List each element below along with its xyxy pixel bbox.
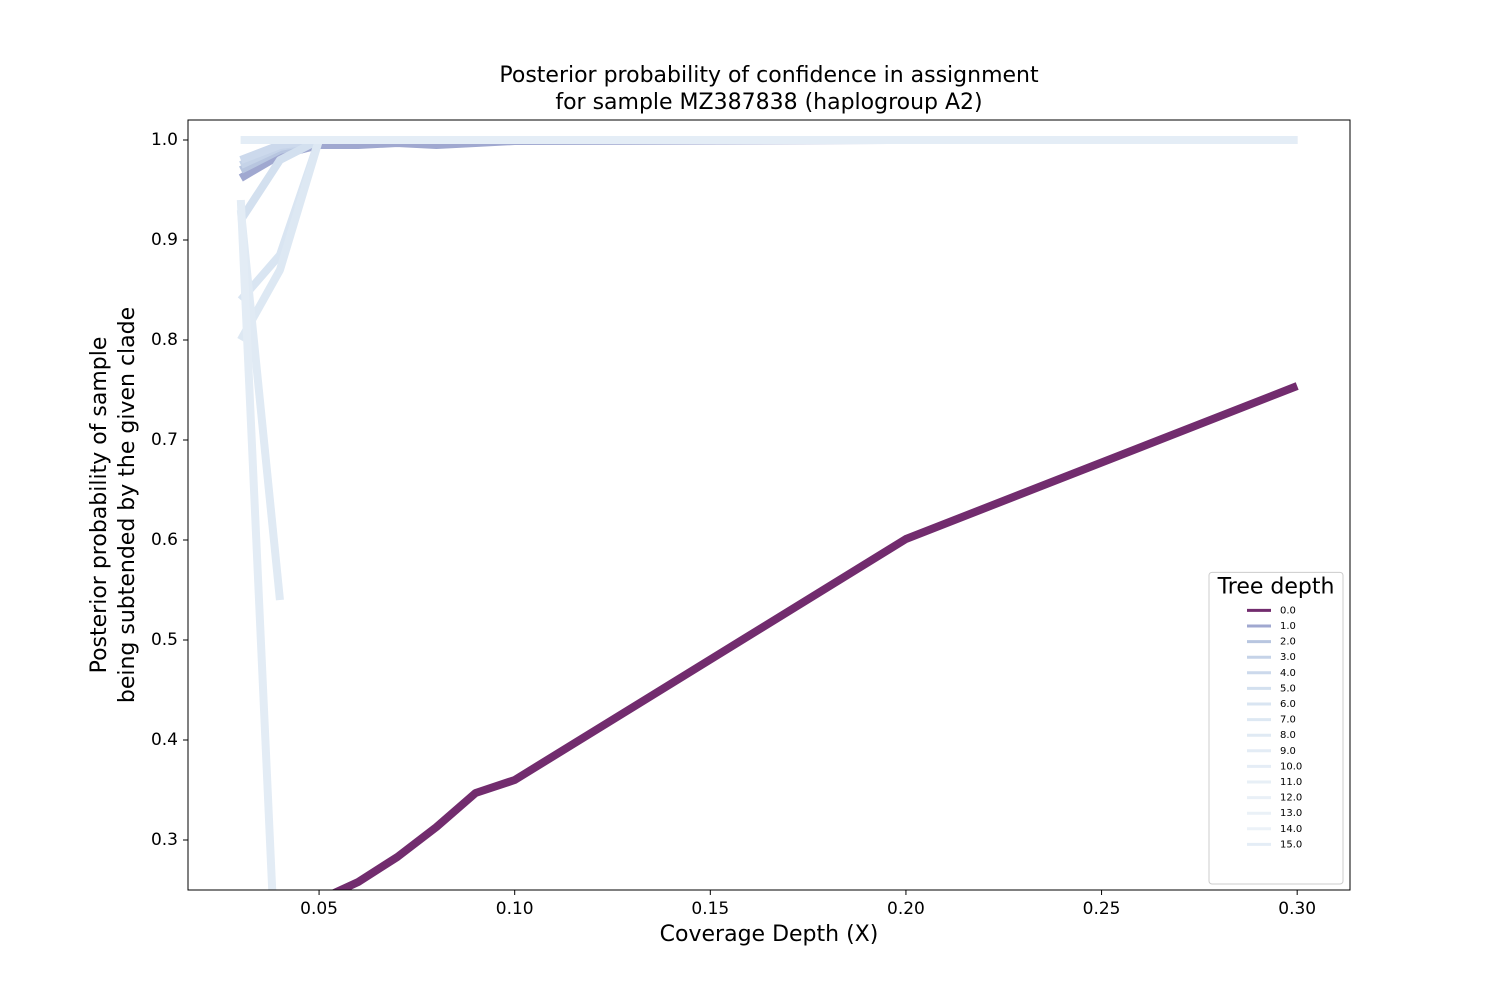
x-tick-label: 0.05 xyxy=(300,899,338,919)
data-line xyxy=(237,136,1298,223)
legend-label: 2.0 xyxy=(1280,637,1296,648)
legend-label: 4.0 xyxy=(1280,668,1296,679)
chart-title: for sample MZ387838 (haplogroup A2) xyxy=(555,90,982,115)
data-line xyxy=(238,136,1298,182)
legend-label: 15.0 xyxy=(1280,839,1302,850)
legend-label: 6.0 xyxy=(1280,699,1296,710)
legend-label: 9.0 xyxy=(1280,746,1296,757)
x-tick-label: 0.30 xyxy=(1278,899,1316,919)
x-tick-label: 0.25 xyxy=(1083,899,1121,919)
y-tick-label: 0.9 xyxy=(151,230,178,250)
y-tick-label: 0.7 xyxy=(151,430,178,450)
chart-title: Posterior probability of confidence in a… xyxy=(499,63,1039,88)
legend-label: 11.0 xyxy=(1280,777,1302,788)
y-axis-label: being subtended by the given clade xyxy=(115,307,140,703)
legend-label: 7.0 xyxy=(1280,715,1296,726)
legend-label: 13.0 xyxy=(1280,808,1302,819)
legend-label: 8.0 xyxy=(1280,730,1296,741)
legend-label: 14.0 xyxy=(1280,824,1302,835)
data-line xyxy=(237,136,1298,303)
x-tick-label: 0.15 xyxy=(691,899,729,919)
legend-label: 0.0 xyxy=(1280,605,1296,616)
x-axis-label: Coverage Depth (X) xyxy=(660,922,879,947)
y-axis-label: Posterior probability of sample xyxy=(87,337,112,674)
plot-area xyxy=(236,136,1299,890)
data-line xyxy=(237,136,1298,342)
legend-label: 1.0 xyxy=(1280,621,1296,632)
y-tick-label: 0.8 xyxy=(151,330,178,350)
data-line xyxy=(331,382,1299,890)
legend-label: 10.0 xyxy=(1280,761,1302,772)
legend-label: 5.0 xyxy=(1280,683,1296,694)
y-tick-label: 0.5 xyxy=(151,630,178,650)
legend-title: Tree depth xyxy=(1217,574,1335,599)
x-tick-label: 0.20 xyxy=(887,899,925,919)
legend-label: 12.0 xyxy=(1280,793,1302,804)
y-tick-label: 0.4 xyxy=(151,730,178,750)
plot-frame xyxy=(187,119,1351,891)
legend-box xyxy=(1208,571,1344,885)
y-tick-label: 0.3 xyxy=(151,830,178,850)
x-tick-label: 0.10 xyxy=(496,899,534,919)
legend-label: 3.0 xyxy=(1280,652,1296,663)
y-tick-label: 1.0 xyxy=(151,130,178,150)
data-line xyxy=(236,199,277,890)
y-tick-label: 0.6 xyxy=(151,530,178,550)
